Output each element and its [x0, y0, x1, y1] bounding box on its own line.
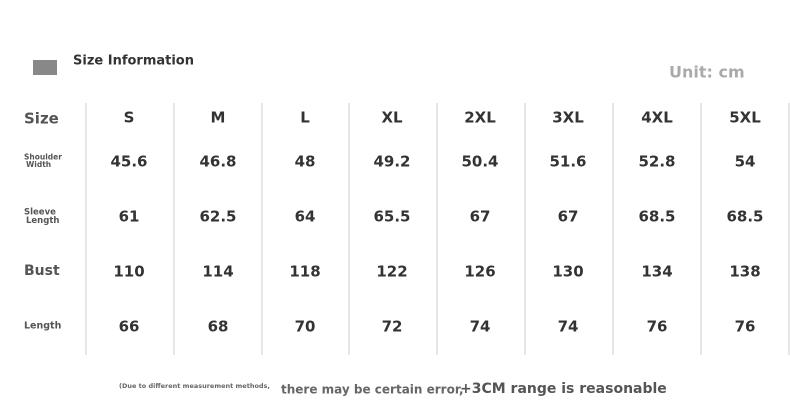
row-label: Sleeve [24, 207, 56, 217]
cell-value: 54 [735, 153, 756, 171]
cell-value: 66 [119, 318, 140, 336]
cell-value: 51.6 [549, 153, 586, 171]
cell-value: 62.5 [199, 208, 236, 226]
column-header: L [300, 109, 310, 127]
cell-value: 68.5 [638, 208, 675, 226]
row-label: Width [26, 160, 51, 169]
cell-value: 138 [729, 263, 760, 281]
footer-note: (Due to different measurement methods, [119, 382, 270, 390]
cell-value: 130 [552, 263, 583, 281]
cell-value: 49.2 [373, 153, 410, 171]
cell-value: 76 [735, 318, 756, 336]
row-label: Shoulder [24, 152, 62, 161]
header-icon [33, 60, 57, 75]
column-header: 2XL [464, 109, 496, 127]
cell-value: 61 [119, 208, 140, 226]
cell-value: 70 [295, 318, 316, 336]
cell-value: 50.4 [461, 153, 498, 171]
cell-value: 118 [289, 263, 320, 281]
unit: Unit: cm [669, 63, 745, 82]
row-label: Length [26, 216, 59, 226]
cell-value: 114 [202, 263, 233, 281]
cell-value: 46.8 [199, 153, 236, 171]
row-label: Length [24, 321, 62, 332]
column-header: M [211, 109, 226, 127]
title: Size Information [73, 54, 194, 69]
cell-value: 72 [382, 318, 403, 336]
column-header: 3XL [552, 109, 584, 127]
cell-value: 74 [470, 318, 491, 336]
cell-value: 68.5 [726, 208, 763, 226]
cell-value: 48 [295, 153, 316, 171]
cell-value: 67 [558, 208, 579, 226]
cell-value: 68 [208, 318, 229, 336]
cell-value: 74 [558, 318, 579, 336]
footer-text: there may be certain error, [281, 383, 464, 397]
column-header: XL [381, 109, 403, 127]
cell-value: 110 [113, 263, 144, 281]
footer-range: +3CM range is reasonable [460, 381, 667, 397]
cell-value: 134 [641, 263, 672, 281]
cell-value: 45.6 [110, 153, 147, 171]
cell-value: 52.8 [638, 153, 675, 171]
column-header: 5XL [729, 109, 761, 127]
cell-value: 126 [464, 263, 495, 281]
cell-value: 65.5 [373, 208, 410, 226]
row-label: Bust [24, 263, 60, 279]
cell-value: 64 [295, 208, 316, 226]
cell-value: 67 [470, 208, 491, 226]
corner-label: Size [24, 110, 59, 128]
column-header: S [124, 109, 135, 127]
cell-value: 122 [376, 263, 407, 281]
cell-value: 76 [647, 318, 668, 336]
column-header: 4XL [641, 109, 673, 127]
